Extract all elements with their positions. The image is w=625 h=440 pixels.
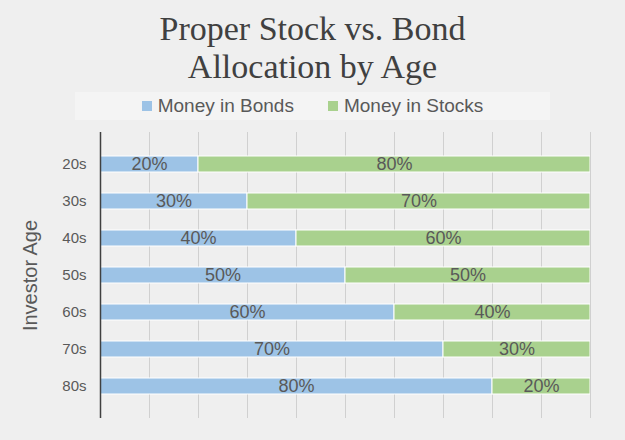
svg-text:20%: 20% [523,376,559,396]
svg-text:70%: 70% [254,339,290,359]
svg-text:60s: 60s [62,303,86,320]
html-text:Proper Stock vs. Bond Allocati: Proper Stock vs. Bond Allocation by Age [159,10,466,85]
svg-text:40%: 40% [180,228,216,248]
svg-text:60%: 60% [229,302,265,322]
html-text:Money in Bonds: Money in Bonds [157,95,294,116]
html-text:Money in Stocks: Money in Stocks [343,95,484,116]
svg-text:70%: 70% [401,191,437,211]
svg-text:60%: 60% [425,228,461,248]
svg-text:70s: 70s [62,340,86,357]
svg-text:40s: 40s [62,229,86,246]
svg-text:30%: 30% [499,339,535,359]
svg-text:40%: 40% [474,302,510,322]
svg-text:20%: 20% [131,154,167,174]
svg-text:50s: 50s [62,266,86,283]
svg-text:Investor Age: Investor Age [19,220,41,331]
svg-text:50%: 50% [205,265,241,285]
svg-text:80%: 80% [278,376,314,396]
svg-text:30s: 30s [62,192,86,209]
svg-text:50%: 50% [450,265,486,285]
svg-text:80%: 80% [376,154,412,174]
svg-text:80s: 80s [62,377,86,394]
svg-text:30%: 30% [156,191,192,211]
svg-text:20s: 20s [62,155,86,172]
